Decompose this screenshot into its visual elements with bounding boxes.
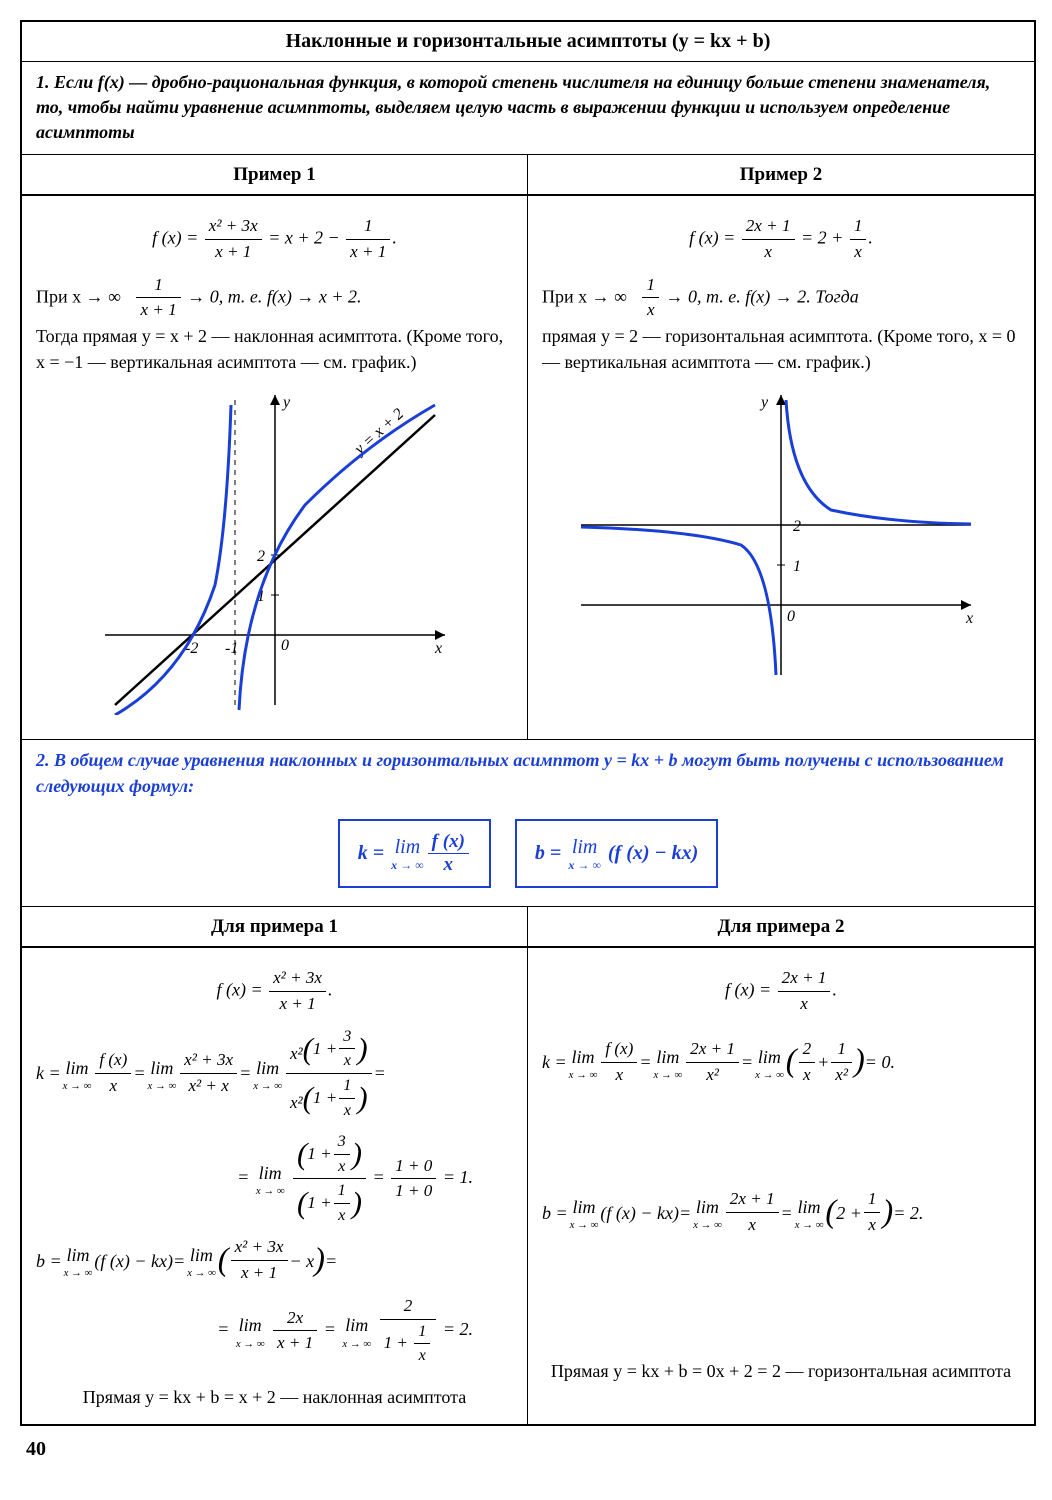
ex2-paragraph: прямая y = 2 — горизонтальная асимптота.… [542,323,1020,375]
for1-b-line2: = limx → ∞ 2xx + 1 = limx → ∞ 2 1 + 1x =… [36,1294,513,1368]
ex2-cell: f (x) = 2x + 1x = 2 + 1x. При x → ∞ 1x →… [528,196,1034,739]
svg-text:y = x + 2: y = x + 2 [349,406,406,460]
for2-fx: f (x) = 2x + 1x. [542,966,1020,1017]
examples-header-row: Пример 1 Пример 2 [22,155,1034,197]
rule1-text: Если f(x) — дробно-рациональная функция,… [36,72,990,142]
svg-text:2: 2 [793,518,801,535]
for2-cell: f (x) = 2x + 1x. k = limx → ∞ f (x)x = l… [528,948,1034,1424]
rule-2: 2. В общем случае уравнения наклонных и … [22,740,1034,806]
svg-text:-1: -1 [225,640,238,657]
for2-answer: Прямая y = kx + b = 0x + 2 = 2 — горизон… [542,1358,1020,1384]
k-formula-box: k = limx → ∞ f (x)x [338,819,491,888]
svg-text:y: y [759,394,769,411]
for2-b-line: b = limx → ∞ (f (x) − kx) = limx → ∞ 2x … [542,1187,1020,1238]
for1-answer: Прямая y = kx + b = x + 2 — наклонная ас… [36,1384,513,1410]
ex2-limit-line: При x → ∞ 1x → 0, т. е. f(x) → 2. Тогда [542,273,1020,324]
for1-fx: f (x) = x² + 3xx + 1. [36,966,513,1017]
for2-k-line: k = limx → ∞ f (x)x = limx → ∞ 2x + 1x² … [542,1037,1020,1088]
ex2-header: Пример 2 [528,155,1034,196]
ex2-fx: f (x) = 2x + 1x = 2 + 1x. [542,214,1020,265]
ex2-graph: y x 0 1 2 [571,385,991,685]
for2-header: Для примера 2 [528,907,1034,948]
page-frame: Наклонные и горизонтальные асимптоты (y … [20,20,1036,1426]
svg-text:x: x [434,640,442,657]
examples-body-row: f (x) = x² + 3xx + 1 = x + 2 − 1x + 1. П… [22,196,1034,740]
svg-text:y: y [281,394,291,411]
svg-text:x: x [965,610,973,627]
rule1-num: 1. [36,72,50,92]
ex1-limit-line: При x → ∞ 1x + 1 → 0, т. е. f(x) → x + 2… [36,273,513,324]
ex1-paragraph: Тогда прямая y = x + 2 — наклонная асимп… [36,323,513,375]
ex1-cell: f (x) = x² + 3xx + 1 = x + 2 − 1x + 1. П… [22,196,528,739]
svg-text:0: 0 [787,608,795,625]
formula-boxes: k = limx → ∞ f (x)x b = limx → ∞ (f (x) … [22,807,1034,907]
for1-cell: f (x) = x² + 3xx + 1. k = limx → ∞ f (x)… [22,948,528,1424]
for1-b-line1: b = limx → ∞ (f (x) − kx) = limx → ∞ x² … [36,1235,513,1286]
for-examples-body-row: f (x) = x² + 3xx + 1. k = limx → ∞ f (x)… [22,948,1034,1424]
page-number: 40 [20,1426,1032,1461]
for1-k-line1: k = limx → ∞ f (x)x = limx → ∞ x² + 3xx²… [36,1025,513,1122]
page-title: Наклонные и горизонтальные асимптоты (y … [22,22,1034,62]
b-formula-box: b = limx → ∞ (f (x) − kx) [515,819,718,888]
svg-text:2: 2 [257,548,265,565]
rule-1: 1. Если f(x) — дробно-рациональная функц… [22,62,1034,155]
ex1-header: Пример 1 [22,155,528,196]
for1-k-line2: = limx → ∞ 1 + 3x 1 + 1x = 1 + 01 + 0 = … [36,1130,513,1227]
for-examples-header-row: Для примера 1 Для примера 2 [22,907,1034,949]
title-text: Наклонные и горизонтальные асимптоты (y … [286,30,771,52]
svg-text:1: 1 [793,558,801,575]
rule2-text: В общем случае уравнения наклонных и гор… [36,750,1004,795]
ex1-graph: y x 0 y = x + 2 -2 -1 1 2 [85,385,465,715]
svg-text:0: 0 [281,637,289,654]
ex1-fx: f (x) = x² + 3xx + 1 = x + 2 − 1x + 1. [36,214,513,265]
rule2-num: 2. [36,750,50,770]
for1-header: Для примера 1 [22,907,528,948]
